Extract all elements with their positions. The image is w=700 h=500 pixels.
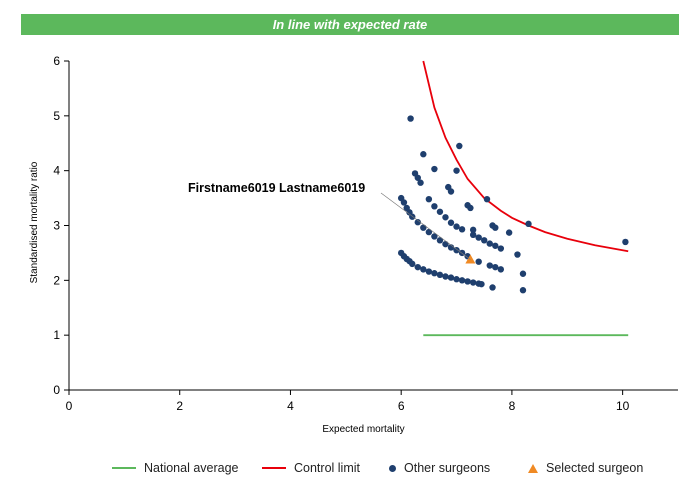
x-tick-label: 4	[287, 399, 294, 413]
surgeon-point[interactable]	[420, 151, 427, 158]
surgeon-point[interactable]	[447, 274, 455, 281]
annotation-label: Firstname6019 Lastname6019	[188, 181, 365, 195]
legend-line-red-icon	[262, 467, 286, 469]
x-tick-label: 8	[509, 399, 516, 413]
surgeon-point[interactable]	[497, 266, 505, 273]
legend-dot-icon	[389, 464, 396, 472]
x-tick-label: 0	[66, 399, 73, 413]
surgeon-point[interactable]	[425, 195, 433, 203]
y-tick-label: 1	[53, 328, 60, 342]
legend-line-green-icon	[112, 467, 136, 469]
surgeon-point[interactable]	[436, 208, 444, 215]
annotation-leader-line	[380, 192, 471, 260]
y-tick-label: 2	[53, 273, 60, 287]
legend-item-other-surgeons: Other surgeons	[385, 458, 490, 478]
surgeon-point[interactable]	[486, 240, 493, 247]
surgeon-point[interactable]	[436, 271, 444, 279]
surgeon-point[interactable]	[453, 223, 460, 230]
surgeon-point[interactable]	[409, 260, 416, 268]
surgeon-point[interactable]	[469, 231, 477, 239]
surgeon-point[interactable]	[453, 167, 460, 174]
surgeon-point[interactable]	[492, 224, 499, 231]
surgeon-point[interactable]	[464, 278, 471, 285]
surgeon-point[interactable]	[420, 224, 427, 231]
surgeon-point[interactable]	[467, 204, 474, 212]
surgeon-point[interactable]	[420, 266, 427, 273]
legend-item-control-limit: Control limit	[262, 458, 360, 478]
surgeon-point[interactable]	[414, 219, 421, 226]
chart-legend: National average Control limit Other sur…	[0, 458, 700, 478]
surgeon-point[interactable]	[469, 279, 477, 286]
legend-item-national-average: National average	[112, 458, 239, 478]
surgeon-point[interactable]	[475, 258, 482, 265]
surgeon-point[interactable]	[431, 270, 438, 277]
surgeon-point[interactable]	[519, 287, 527, 294]
surgeon-point[interactable]	[414, 174, 421, 181]
surgeon-point[interactable]	[447, 219, 455, 226]
surgeon-point[interactable]	[425, 228, 433, 236]
selected-surgeon-point[interactable]	[465, 254, 476, 264]
surgeon-point[interactable]	[469, 226, 477, 234]
surgeon-point[interactable]	[453, 246, 460, 254]
surgeon-point[interactable]	[481, 237, 488, 244]
y-tick-label: 4	[53, 164, 60, 178]
surgeon-point[interactable]	[478, 280, 485, 288]
status-banner: In line with expected rate	[21, 14, 679, 35]
surgeon-point[interactable]	[486, 262, 493, 269]
y-tick-label: 3	[53, 219, 60, 233]
surgeon-point[interactable]	[447, 188, 455, 195]
surgeon-point[interactable]	[456, 142, 463, 150]
surgeon-point[interactable]	[497, 245, 505, 252]
surgeon-point[interactable]	[407, 115, 414, 122]
y-tick-label: 5	[53, 109, 60, 123]
surgeon-point[interactable]	[431, 165, 438, 173]
surgeon-point[interactable]	[431, 203, 438, 210]
surgeon-point[interactable]	[492, 263, 499, 271]
status-banner-text: In line with expected rate	[272, 17, 428, 32]
series-line-control-limit	[422, 60, 629, 253]
legend-label: Control limit	[294, 461, 360, 475]
surgeon-point[interactable]	[489, 284, 496, 291]
surgeon-point[interactable]	[417, 179, 424, 186]
legend-item-selected-surgeon: Selected surgeon	[526, 458, 643, 478]
surgeon-point[interactable]	[414, 263, 421, 271]
funnel-plot: 0 1 2 3 4 5 6 0 2 4 6 8 10 Expected mortality Standard…	[29, 54, 678, 435]
surgeon-point[interactable]	[622, 238, 629, 246]
surgeon-point[interactable]	[492, 242, 499, 249]
legend-label: Other surgeons	[404, 461, 491, 475]
legend-label: National average	[144, 461, 239, 475]
surgeon-point[interactable]	[458, 277, 466, 284]
surgeon-point[interactable]	[442, 240, 449, 248]
x-tick-label: 6	[398, 399, 405, 413]
legend-label: Selected surgeon	[546, 461, 644, 475]
surgeon-point[interactable]	[458, 226, 466, 233]
x-tick-label: 2	[176, 399, 183, 413]
x-tick-label: 10	[616, 399, 630, 413]
surgeon-point[interactable]	[442, 273, 449, 280]
surgeon-point[interactable]	[400, 199, 408, 206]
surgeon-point[interactable]	[453, 276, 460, 283]
surgeon-point[interactable]	[483, 195, 491, 203]
surgeon-point[interactable]	[436, 237, 444, 244]
surgeon-point[interactable]	[447, 244, 455, 251]
y-tick-label: 0	[53, 383, 60, 397]
surgeon-point[interactable]	[519, 270, 527, 277]
surgeon-point[interactable]	[505, 229, 513, 236]
surgeon-point[interactable]	[442, 214, 449, 221]
surgeon-point[interactable]	[514, 251, 521, 258]
surgeon-point[interactable]	[525, 220, 532, 228]
surgeon-point[interactable]	[431, 233, 438, 240]
y-tick-label: 6	[53, 54, 60, 68]
x-axis-title: Expected mortality	[322, 424, 404, 435]
y-axis-title: Standardised mortality ratio	[29, 161, 40, 283]
legend-triangle-icon	[528, 463, 538, 473]
surgeon-point[interactable]	[425, 268, 433, 275]
surgeon-point[interactable]	[475, 234, 482, 241]
